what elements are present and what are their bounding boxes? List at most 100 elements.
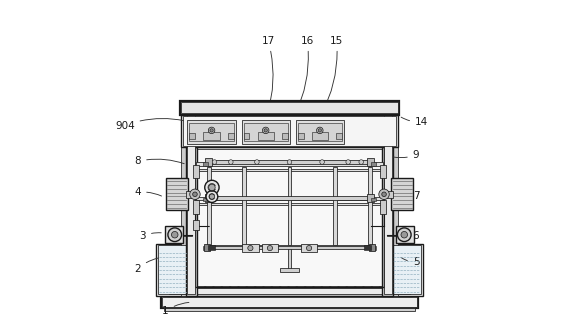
Bar <box>396 226 414 243</box>
Bar <box>242 167 246 245</box>
Bar <box>195 147 384 287</box>
Text: 16: 16 <box>296 36 314 113</box>
Circle shape <box>171 231 178 238</box>
Circle shape <box>208 184 215 191</box>
Bar <box>182 116 397 146</box>
Bar <box>380 165 386 178</box>
Bar <box>391 178 413 210</box>
Circle shape <box>306 245 312 251</box>
Bar <box>181 115 398 147</box>
Text: 5: 5 <box>401 258 419 267</box>
Text: 15: 15 <box>322 36 343 113</box>
Bar <box>189 270 390 287</box>
Circle shape <box>287 160 292 164</box>
Bar <box>298 123 342 141</box>
Circle shape <box>206 191 218 202</box>
Bar <box>196 162 383 166</box>
Bar <box>296 120 344 144</box>
Bar <box>189 133 195 139</box>
Bar <box>165 226 183 243</box>
Bar <box>262 244 278 252</box>
Bar <box>188 120 236 144</box>
Bar <box>208 160 371 164</box>
Bar <box>371 198 376 201</box>
Bar <box>181 108 186 296</box>
Circle shape <box>262 127 269 134</box>
Bar <box>393 108 398 296</box>
Bar <box>364 245 371 250</box>
Bar <box>196 203 383 205</box>
Bar <box>301 244 317 252</box>
Circle shape <box>397 228 411 242</box>
Circle shape <box>212 160 217 164</box>
Circle shape <box>229 160 233 164</box>
Bar <box>241 120 290 144</box>
Bar <box>387 244 423 296</box>
Bar <box>181 102 398 113</box>
Bar <box>167 287 412 296</box>
Bar <box>208 245 371 248</box>
Bar <box>371 246 376 250</box>
Circle shape <box>317 127 323 134</box>
Bar <box>298 133 303 139</box>
Text: 14: 14 <box>401 117 428 127</box>
Bar <box>205 194 212 202</box>
Text: 1: 1 <box>162 303 189 316</box>
Bar <box>161 296 418 308</box>
Bar <box>193 200 199 214</box>
Bar <box>258 132 274 140</box>
Text: 9: 9 <box>393 150 419 160</box>
Bar <box>368 167 372 245</box>
Circle shape <box>193 192 197 197</box>
Bar <box>156 244 192 296</box>
Text: 904: 904 <box>115 118 184 130</box>
Bar <box>166 178 188 210</box>
Bar <box>162 297 417 307</box>
Bar <box>384 110 391 294</box>
Bar <box>371 162 376 166</box>
Bar <box>203 132 220 140</box>
Bar <box>282 133 288 139</box>
Bar <box>207 167 211 245</box>
Circle shape <box>208 127 215 134</box>
Text: 8: 8 <box>134 156 184 166</box>
Circle shape <box>205 180 219 195</box>
Bar <box>189 123 234 141</box>
Bar <box>288 167 291 245</box>
Circle shape <box>255 160 259 164</box>
Bar <box>228 133 234 139</box>
Bar <box>196 197 383 200</box>
Circle shape <box>210 129 213 132</box>
Text: 2: 2 <box>134 258 158 274</box>
Circle shape <box>248 245 253 251</box>
Circle shape <box>382 192 386 197</box>
Circle shape <box>318 129 321 132</box>
Bar <box>369 244 375 251</box>
Bar <box>367 194 374 202</box>
Bar <box>203 246 208 250</box>
Bar <box>389 245 421 294</box>
Text: 6: 6 <box>405 231 419 241</box>
Bar <box>383 191 393 198</box>
Bar <box>244 123 288 141</box>
Circle shape <box>346 160 350 164</box>
Text: 4: 4 <box>134 187 162 197</box>
Circle shape <box>190 189 200 200</box>
Text: 17: 17 <box>262 36 275 113</box>
Circle shape <box>401 231 408 238</box>
Bar <box>193 220 199 230</box>
Bar <box>367 158 374 166</box>
Text: 7: 7 <box>401 191 419 200</box>
Bar <box>196 149 383 286</box>
Bar <box>312 132 328 140</box>
Bar <box>288 248 291 271</box>
Bar <box>333 167 337 245</box>
Bar <box>193 165 199 178</box>
Text: 3: 3 <box>140 231 161 241</box>
Circle shape <box>359 160 364 164</box>
Bar <box>208 196 371 200</box>
Bar <box>280 268 299 272</box>
Bar <box>169 288 410 294</box>
Bar <box>203 162 208 166</box>
Bar <box>244 133 250 139</box>
